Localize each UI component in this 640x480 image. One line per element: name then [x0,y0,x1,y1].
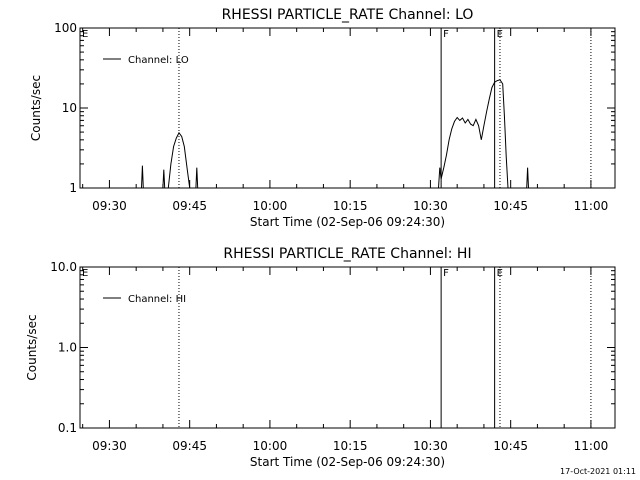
series-line [141,79,529,189]
plot-timestamp: 17-Oct-2021 01:11 [560,467,636,476]
legend-label: Channel: LO [128,55,189,66]
x-tick-label: 11:00 [574,199,609,213]
x-tick-label: 10:00 [253,439,288,453]
x-tick-label: 10:15 [333,199,368,213]
x-tick-label: 10:00 [253,199,288,213]
flag-marker-label: F [443,29,449,40]
y-axis-label: Counts/sec [29,75,43,141]
x-tick-label: 10:45 [493,199,528,213]
y-tick-label: 0.1 [58,421,77,435]
flag-marker-label: E [82,29,88,40]
x-tick-label: 09:45 [172,199,207,213]
plot-frame [79,27,616,189]
y-tick-label: 1 [69,181,77,195]
y-tick-label: 10.0 [50,260,77,274]
x-tick-label: 11:00 [574,439,609,453]
flag-marker-label: F [443,268,449,279]
x-tick-label: 09:30 [92,439,127,453]
lo-channel-panel: RHESSI PARTICLE_RATE Channel: LO 1 10 100 09… [29,7,616,229]
x-tick-label: 10:30 [413,439,448,453]
flag-marker-label: E [82,268,88,279]
x-tick-label: 10:45 [493,439,528,453]
x-axis-label: Start Time (02-Sep-06 09:24:30) [250,455,445,469]
y-tick-label: 10 [62,101,77,115]
y-tick-label: 100 [54,21,77,35]
y-tick-label: 1.0 [58,341,77,355]
chart-title: RHESSI PARTICLE_RATE Channel: LO [222,7,474,23]
x-tick-label: 10:30 [413,199,448,213]
chart-title: RHESSI PARTICLE_RATE Channel: HI [223,246,471,262]
x-tick-label: 10:15 [333,439,368,453]
y-axis-label: Counts/sec [25,314,39,380]
x-axis-label: Start Time (02-Sep-06 09:24:30) [250,215,445,229]
plot-frame [79,266,616,429]
flag-marker-label: E [497,268,503,279]
legend-label: Channel: HI [128,294,186,305]
hi-channel-panel: RHESSI PARTICLE_RATE Channel: HI 0.1 1.0 10… [25,246,616,469]
x-tick-label: 09:30 [92,199,127,213]
x-tick-label: 09:45 [172,439,207,453]
flag-marker-label: E [497,29,503,40]
